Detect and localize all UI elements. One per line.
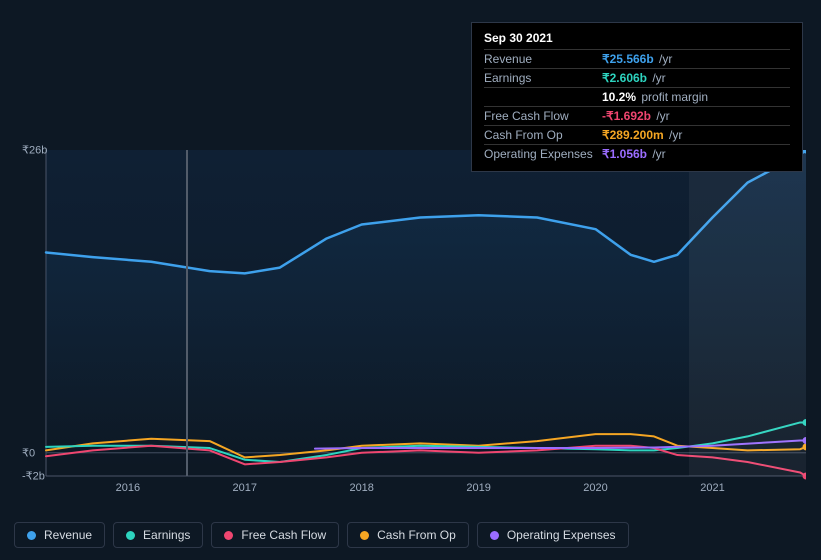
tooltip-value: ₹289.200m /yr (602, 128, 682, 142)
tooltip-row: 10.2% profit margin (484, 87, 790, 106)
x-axis-label: 2019 (466, 482, 490, 494)
legend-label: Earnings (143, 528, 190, 542)
y-axis-label: ₹26b (22, 144, 47, 157)
tooltip-row: Operating Expenses₹1.056b /yr (484, 144, 790, 163)
y-axis-label: -₹2b (22, 470, 45, 483)
legend-swatch (126, 531, 135, 540)
time-marker[interactable] (186, 150, 188, 476)
legend-label: Revenue (44, 528, 92, 542)
tooltip-label: Cash From Op (484, 128, 602, 142)
x-axis-label: 2017 (233, 482, 257, 494)
tooltip-row: Cash From Op₹289.200m /yr (484, 125, 790, 144)
chart-svg (14, 150, 806, 506)
tooltip-label: Earnings (484, 71, 602, 85)
tooltip-label (484, 90, 602, 104)
tooltip-row: Revenue₹25.566b /yr (484, 49, 790, 68)
legend-item-cash-from-op[interactable]: Cash From Op (347, 522, 469, 548)
x-axis-label: 2020 (583, 482, 607, 494)
legend-label: Free Cash Flow (241, 528, 326, 542)
tooltip-rows: Revenue₹25.566b /yrEarnings₹2.606b /yr10… (484, 49, 790, 163)
tooltip-value: 10.2% profit margin (602, 90, 708, 104)
tooltip-title: Sep 30 2021 (484, 31, 790, 49)
legend-swatch (224, 531, 233, 540)
tooltip-label: Free Cash Flow (484, 109, 602, 123)
legend-item-revenue[interactable]: Revenue (14, 522, 105, 548)
legend-item-earnings[interactable]: Earnings (113, 522, 203, 548)
x-axis-label: 2018 (349, 482, 373, 494)
legend-swatch (27, 531, 36, 540)
tooltip-value: -₹1.692b /yr (602, 109, 670, 123)
forecast-highlight (689, 150, 806, 476)
tooltip-value: ₹2.606b /yr (602, 71, 666, 85)
x-axis-label: 2021 (700, 482, 724, 494)
chart-legend: Revenue Earnings Free Cash Flow Cash From O… (14, 522, 629, 548)
legend-label: Operating Expenses (507, 528, 616, 542)
tooltip-label: Operating Expenses (484, 147, 602, 161)
legend-item-free-cash-flow[interactable]: Free Cash Flow (211, 522, 339, 548)
legend-swatch (490, 531, 499, 540)
tooltip-value: ₹1.056b /yr (602, 147, 666, 161)
financials-chart[interactable]: ₹26b₹0-₹2b201620172018201920202021 (14, 150, 806, 500)
x-axis-label: 2016 (116, 482, 140, 494)
tooltip-value: ₹25.566b /yr (602, 52, 672, 66)
tooltip-row: Free Cash Flow-₹1.692b /yr (484, 106, 790, 125)
legend-item-operating-expenses[interactable]: Operating Expenses (477, 522, 629, 548)
chart-tooltip: Sep 30 2021 Revenue₹25.566b /yrEarnings₹… (471, 22, 803, 172)
y-axis-label: ₹0 (22, 446, 35, 459)
tooltip-label: Revenue (484, 52, 602, 66)
tooltip-row: Earnings₹2.606b /yr (484, 68, 790, 87)
legend-label: Cash From Op (377, 528, 456, 542)
legend-swatch (360, 531, 369, 540)
